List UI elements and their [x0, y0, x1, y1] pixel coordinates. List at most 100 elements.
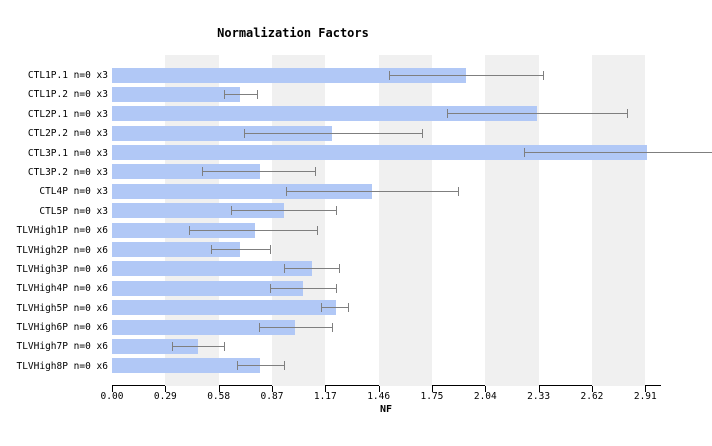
bar: [112, 300, 336, 316]
row-label: TLVHigh2P n=0 x6: [16, 244, 108, 256]
error-bar-cap-right: [458, 186, 460, 196]
x-tick: [645, 386, 647, 392]
bar: [112, 338, 199, 354]
error-bar-line: [243, 132, 422, 134]
error-bar-cap-left: [223, 89, 225, 99]
error-bar-cap-left: [210, 245, 212, 254]
row-label: CTL3P.1 n=0 x3: [27, 147, 108, 159]
row-label: TLVHigh6P n=0 x6: [16, 322, 108, 334]
row-label: TLVHigh1P n=0 x6: [16, 225, 108, 237]
x-tick: [325, 386, 327, 392]
error-bar-cap-left: [236, 361, 238, 371]
grid-band: [165, 55, 219, 386]
x-axis-title: NF: [379, 404, 393, 415]
error-bar-line: [201, 171, 316, 173]
grid-band: [378, 55, 432, 386]
row-label: CTL4P n=0 x3: [39, 186, 108, 198]
error-bar-cap-right: [269, 245, 271, 254]
grid-band: [271, 55, 326, 386]
bar: [112, 164, 261, 180]
row-label: CTL2P.2 n=0 x3: [27, 128, 108, 140]
row-label: TLVHigh8P n=0 x6: [16, 360, 108, 372]
error-bar-cap-right: [335, 206, 337, 216]
row-label: CTL1P.1 n=0 x3: [27, 70, 108, 81]
error-bar-line: [258, 326, 332, 328]
error-bar-cap-left: [524, 148, 526, 158]
error-bar-cap-left: [320, 303, 322, 313]
error-bar-cap-right: [223, 341, 225, 351]
error-bar-cap-left: [388, 70, 390, 80]
x-tick: [218, 386, 220, 392]
error-bar-line: [269, 287, 336, 289]
bar: [112, 358, 261, 374]
bar: [112, 106, 538, 122]
x-tick: [485, 386, 487, 392]
error-bar-cap-right: [421, 128, 423, 138]
bar: [112, 145, 648, 161]
bar: [112, 222, 255, 238]
error-bar-cap-right: [331, 322, 333, 332]
x-tick-label: 1.46: [367, 391, 391, 402]
chart-title: Normalization Factors: [217, 26, 369, 40]
x-tick: [378, 386, 380, 392]
error-bar-cap-right: [315, 167, 317, 177]
bar: [112, 319, 296, 335]
error-bar-cap-left: [201, 167, 203, 177]
error-bar-cap-left: [258, 322, 260, 332]
error-bar-line: [188, 229, 318, 231]
error-bar-cap-left: [243, 128, 245, 138]
error-bar-cap-left: [447, 109, 449, 119]
x-tick: [271, 386, 273, 392]
error-bar-cap-left: [188, 225, 190, 235]
x-tick-label: 1.17: [313, 391, 337, 402]
bar: [112, 86, 241, 102]
row-label: CTL3P.2 n=0 x3: [27, 166, 108, 178]
x-tick-label: 2.91: [633, 391, 657, 402]
error-bar-cap-left: [231, 206, 233, 216]
error-bar-line: [447, 113, 627, 115]
row-label: CTL1P.2 n=0 x3: [27, 89, 108, 101]
error-bar-line: [172, 345, 224, 347]
row-label: TLVHigh4P n=0 x6: [16, 283, 108, 295]
error-bar-line: [320, 307, 349, 309]
row-label: TLVHigh5P n=0 x6: [16, 302, 108, 314]
error-bar-cap-right: [317, 225, 319, 235]
error-bar-cap-left: [172, 341, 174, 351]
row-label: CTL5P n=0 x3: [39, 205, 108, 217]
x-tick-label: 1.75: [420, 391, 444, 402]
error-bar-line: [524, 152, 712, 154]
error-bar-cap-right: [339, 264, 341, 274]
x-tick-label: 0.29: [153, 391, 177, 402]
error-bar-line: [236, 365, 285, 367]
bar: [112, 280, 303, 296]
error-bar-line: [284, 268, 340, 270]
error-bar-cap-right: [542, 70, 544, 80]
error-bar-cap-left: [269, 283, 271, 293]
bar: [112, 261, 312, 277]
error-bar-cap-left: [286, 186, 288, 196]
row-label: TLVHigh3P n=0 x6: [16, 263, 108, 275]
x-tick-label: 0.87: [260, 391, 284, 402]
bar: [112, 125, 332, 141]
x-tick-label: 0.00: [100, 391, 124, 402]
error-bar-line: [210, 249, 270, 250]
x-tick: [538, 386, 540, 392]
bar: [112, 67, 466, 83]
x-tick: [112, 386, 113, 392]
error-bar-line: [388, 74, 543, 76]
error-bar-cap-right: [335, 283, 337, 293]
error-bar-cap-right: [284, 361, 286, 371]
grid-band: [591, 55, 646, 386]
x-tick-label: 2.04: [473, 391, 497, 402]
x-tick-label: 2.62: [580, 391, 604, 402]
error-bar-line: [286, 190, 459, 192]
error-bar-cap-right: [626, 109, 628, 119]
row-label: CTL2P.1 n=0 x3: [27, 108, 108, 120]
bar: [112, 203, 285, 219]
x-tick: [431, 386, 433, 392]
x-tick: [165, 386, 167, 392]
x-tick-label: 2.33: [527, 391, 551, 402]
x-tick-label: 0.58: [207, 391, 231, 402]
error-bar-cap-right: [256, 89, 258, 99]
bar: [112, 242, 241, 257]
